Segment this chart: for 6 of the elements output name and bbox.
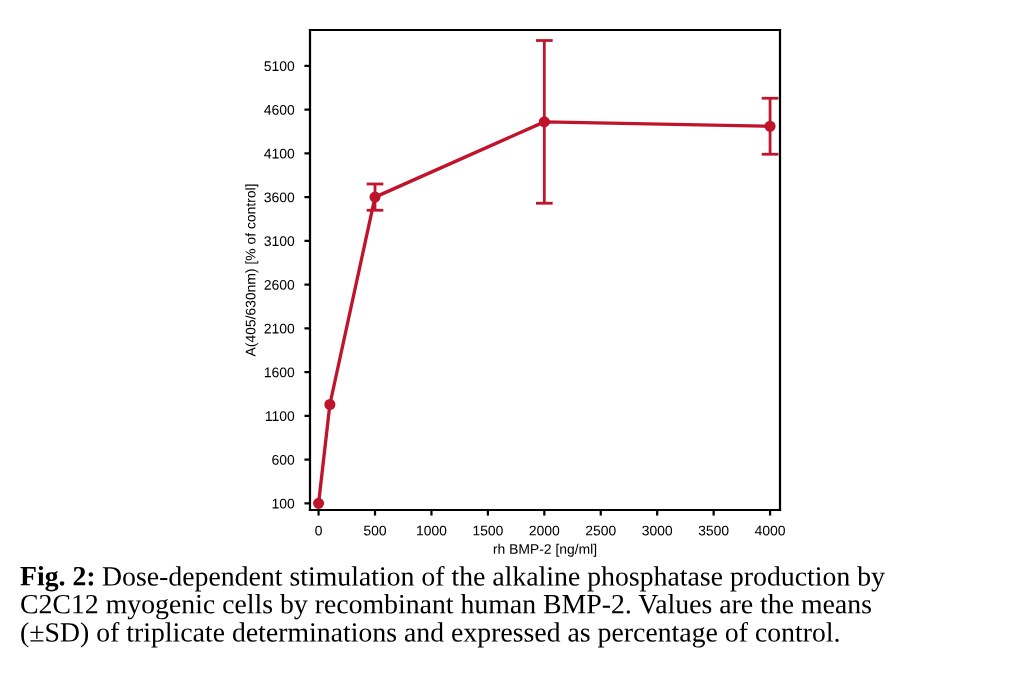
text: (±SD) of triplicate determinations and expressed as percentage of control. [21, 622, 839, 648]
point [324, 398, 336, 411]
text: Dose-dependent stimulation of the alkaline phosphatase production by [102, 566, 885, 592]
point [313, 497, 325, 509]
text: C2C12 myogenic cells by recombinant human BMP-2. Values are the means [21, 594, 871, 620]
caption: Fig. 2: [20, 566, 94, 592]
